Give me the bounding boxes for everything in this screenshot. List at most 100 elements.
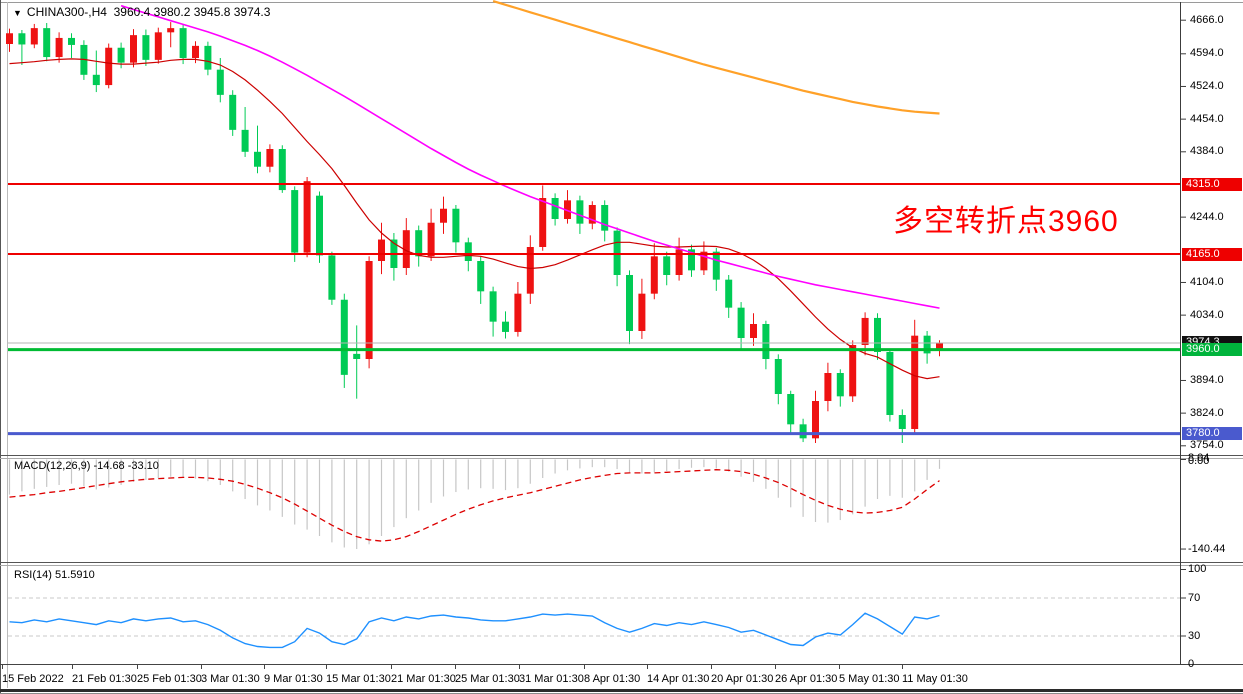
- candle-body: [216, 69, 224, 95]
- price-tick-label: 3824.0: [1190, 406, 1224, 419]
- candle-body: [551, 198, 559, 220]
- candle-body: [626, 275, 633, 332]
- candle-body: [812, 401, 819, 439]
- candle-body: [204, 45, 212, 70]
- time-tick-label: 25 Mar 01:30: [455, 673, 520, 685]
- candle-body: [675, 249, 683, 276]
- time-tick-label: 14 Apr 01:30: [647, 673, 710, 685]
- candle-body: [440, 208, 447, 223]
- rsi-scale-30: 30: [1188, 629, 1201, 642]
- candle-body: [576, 200, 584, 224]
- time-tick-label: 26 Apr 01:30: [775, 673, 838, 685]
- price-badge-4315.0: 4315.0: [1182, 177, 1242, 191]
- candle-body: [340, 299, 348, 375]
- candle-body: [266, 148, 274, 167]
- candle-body: [936, 342, 943, 350]
- candle-body: [564, 200, 571, 220]
- candle-body: [737, 307, 745, 339]
- time-tick-label: 8 Apr 01:30: [584, 673, 641, 685]
- symbol-period-label: CHINA300-,H4: [26, 5, 107, 19]
- ma-mid-line: [120, 4, 940, 309]
- candle-body: [712, 251, 720, 280]
- ma-fast-line: [9, 58, 940, 380]
- macd-scale-max: 8.04: [1188, 452, 1210, 464]
- candle-body: [762, 324, 770, 360]
- time-tick-label: 21 Mar 01:30: [391, 673, 456, 685]
- time-tick-label: 15 Feb 2022: [2, 673, 64, 685]
- candle-body: [799, 424, 807, 439]
- pivot-annotation-text: 多空转折点3960: [893, 205, 1119, 238]
- candle-body: [774, 359, 782, 395]
- price-badge-3780.0: 3780.0: [1182, 427, 1242, 441]
- candle-body: [477, 261, 485, 292]
- price-tick-label: 4244.0: [1190, 210, 1224, 223]
- time-tick-label: 5 May 01:30: [839, 673, 900, 685]
- candle-body: [750, 324, 757, 339]
- candle-body: [353, 353, 361, 360]
- candle-body: [824, 373, 832, 402]
- candle-body: [365, 261, 373, 360]
- price-tick-label: 4524.0: [1190, 79, 1224, 92]
- candle-body: [452, 208, 460, 243]
- candle-body: [192, 45, 199, 58]
- candle-body: [92, 74, 100, 86]
- candle-body: [278, 148, 286, 191]
- macd-name: MACD(12,26,9): [14, 460, 91, 472]
- candle-body: [700, 251, 708, 271]
- price-badge-3960.0: 3960.0: [1182, 343, 1242, 357]
- candle-body: [130, 35, 137, 63]
- candle-body: [43, 28, 51, 58]
- candle-body: [787, 394, 795, 425]
- candle-body: [55, 37, 63, 58]
- candle-body: [836, 373, 844, 397]
- candle-body: [886, 352, 894, 416]
- window-bottom-border: [0, 689, 1243, 692]
- candle-body: [30, 28, 38, 45]
- candle-body: [117, 47, 125, 63]
- candle-body: [588, 205, 596, 224]
- time-tick-label: 15 Mar 01:30: [326, 673, 391, 685]
- candle-body: [638, 293, 646, 332]
- price-tick-label: 4384.0: [1190, 145, 1224, 158]
- price-tick-label: 3754.0: [1190, 439, 1224, 452]
- candle-body: [154, 32, 162, 60]
- candle-body: [18, 33, 26, 45]
- rsi-value: 51.5910: [54, 569, 95, 581]
- candle-body: [526, 247, 534, 294]
- macd-values: -14.68 -33.10: [93, 460, 159, 472]
- candle-body: [601, 205, 609, 231]
- rsi-panel-label: RSI(14) 51.5910: [14, 569, 95, 581]
- candle-body: [378, 239, 385, 262]
- macd-scale-zero: 0.00: [1188, 455, 1210, 467]
- price-tick-label: 3894.0: [1190, 373, 1224, 386]
- candle-body: [291, 190, 299, 253]
- price-tick-label: 4104.0: [1190, 275, 1224, 288]
- ohlc-values: 3960.4 3980.2 3945.8 3974.3: [113, 5, 271, 19]
- price-tick-label: 4594.0: [1190, 47, 1224, 60]
- candle-body: [415, 230, 423, 257]
- macd-panel-label: MACD(12,26,9) -14.68 -33.10: [14, 460, 159, 472]
- candle-body: [328, 255, 336, 300]
- time-tick-label: 20 Apr 01:30: [711, 673, 774, 685]
- time-tick-label: 25 Feb 01:30: [137, 673, 202, 685]
- price-tick-label: 4454.0: [1190, 112, 1224, 125]
- candle-body: [105, 47, 113, 86]
- macd-scale-min: -140.44: [1188, 543, 1226, 556]
- time-tick-label: 31 Mar 01:30: [519, 673, 584, 685]
- price-tick-label: 4034.0: [1190, 308, 1224, 321]
- candle-body: [229, 94, 237, 130]
- candle-body: [539, 198, 547, 248]
- candle-body: [427, 222, 435, 257]
- ma-slow-line: [492, 0, 940, 115]
- candle-body: [241, 129, 249, 152]
- macd-signal-line: [9, 469, 940, 542]
- candle-body: [68, 37, 75, 45]
- candle-body: [911, 335, 919, 430]
- price-tick-label: 4666.0: [1190, 13, 1224, 26]
- symbol-dropdown-icon[interactable]: ▼: [13, 8, 22, 18]
- candle-body: [179, 28, 187, 58]
- time-tick-label: 11 May 01:30: [902, 673, 968, 685]
- rsi-line: [9, 612, 940, 649]
- candle-body: [663, 256, 671, 276]
